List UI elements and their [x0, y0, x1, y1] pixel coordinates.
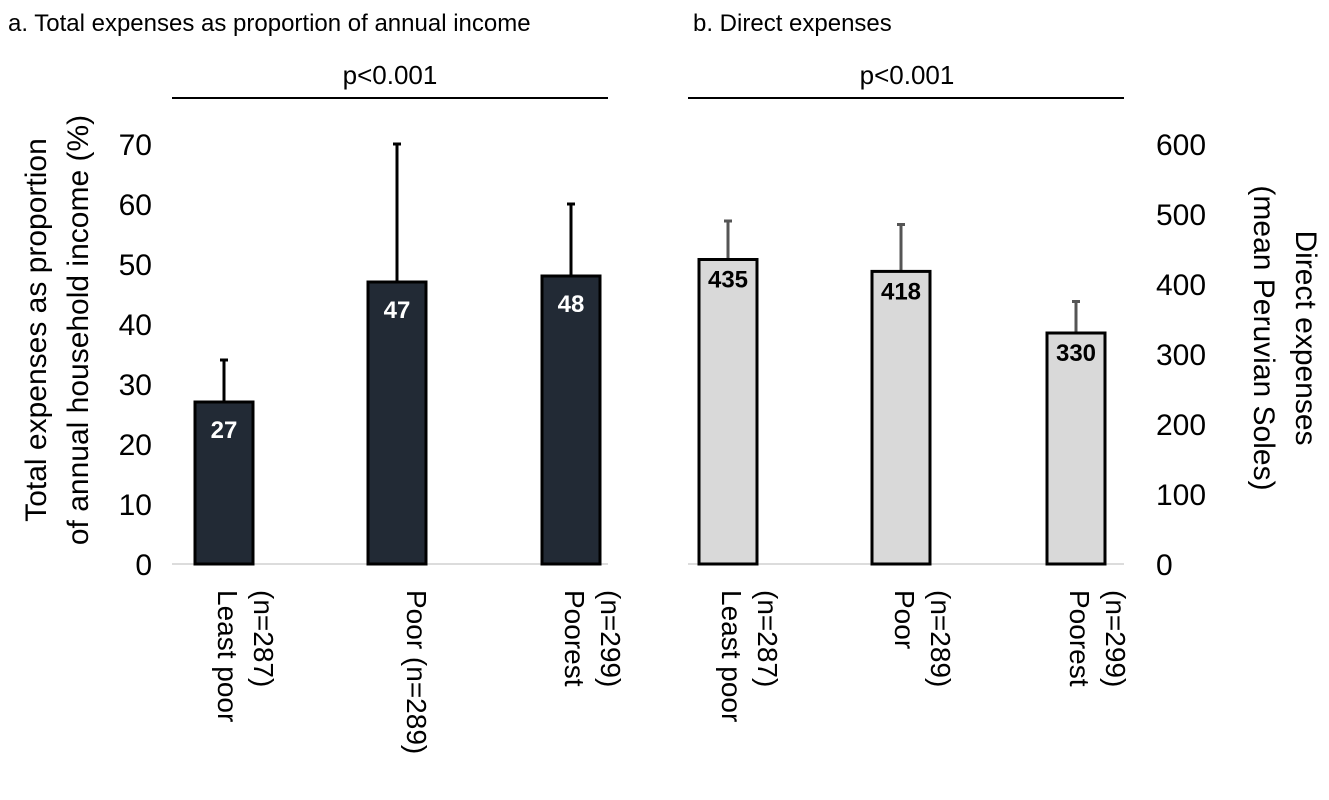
panel-a-ytick-label: 30 [119, 369, 152, 402]
panel-a-category-label-line: (n=299) [595, 590, 626, 687]
panel-a-category-label: Poor (n=289) [401, 590, 432, 754]
panel-a-plot: 0 10 20 30 40 50 60 70 27 Least poor (n=287) 47 Poor… [119, 129, 626, 754]
panel-a-category-label: Poorest (n=299) [559, 590, 626, 687]
panel-b-ytick-label: 300 [1156, 339, 1206, 372]
panel-b-category-label-line: (n=299) [1100, 590, 1131, 687]
panel-b-ytick-label: 0 [1156, 549, 1173, 582]
panel-a-ytick-label: 50 [119, 249, 152, 282]
panel-a-category-label-line: Least poor [212, 590, 243, 722]
panel-a-title: a. Total expenses as proportion of annua… [8, 10, 531, 37]
panel-b-ytick-label: 200 [1156, 409, 1206, 442]
panel-b-category-label-line: Least poor [716, 590, 747, 722]
panel-b-plot: 0 100 200 300 400 500 600 435 Least poor (n=287) 4… [688, 129, 1206, 722]
panel-b-ytick-label: 100 [1156, 479, 1206, 512]
panel-a-bar [366, 280, 428, 566]
panel-a-data-label: 48 [558, 291, 585, 318]
panel-b-category-label: Least poor (n=287) [716, 590, 783, 722]
panel-b-category-label: Poor (n=289) [889, 590, 956, 687]
panel-a-bar [193, 400, 255, 566]
panel-b-bar [870, 269, 932, 566]
panel-a-category-label-line: Poor (n=289) [401, 590, 432, 754]
panel-b-data-label: 435 [708, 267, 748, 294]
panel-a-ytick-label: 0 [135, 549, 152, 582]
panel-a-ytick-label: 70 [119, 129, 152, 162]
panel-b-category-label-line: Poor [889, 590, 920, 649]
panel-a-ytick-label: 10 [119, 489, 152, 522]
panel-b-category-label: Poorest (n=299) [1064, 590, 1131, 687]
panel-b-category-label-line: (n=289) [925, 590, 956, 687]
panel-b-category-label-line: (n=287) [752, 590, 783, 687]
panel-a-data-label: 27 [211, 417, 238, 444]
panel-b-title: b. Direct expenses [693, 10, 892, 37]
panel-a-bar [540, 274, 602, 566]
panel-a-ylabel-line-2: of annual household income (%) [62, 115, 95, 545]
panel-a-category-label: Least poor (n=287) [212, 590, 279, 722]
panel-b-ytick-label: 600 [1156, 129, 1206, 162]
panel-b-category-label-line: Poorest [1064, 590, 1095, 687]
panel-b-bar [697, 258, 759, 566]
panel-a-ytick-label: 60 [119, 189, 152, 222]
panel-b-data-label: 418 [881, 278, 921, 305]
panel-a-category-label-line: (n=287) [248, 590, 279, 687]
panel-b-ytick-label: 500 [1156, 199, 1206, 232]
panel-a-ylabel: Total expenses as proportion of annual h… [20, 115, 95, 545]
panel-b-ytick-label: 400 [1156, 269, 1206, 302]
panel-b-significance: p<0.001 [860, 60, 955, 90]
panel-a-ytick-label: 40 [119, 309, 152, 342]
panel-a-ytick-label: 20 [119, 429, 152, 462]
panel-a-category-label-line: Poorest [559, 590, 590, 687]
panel-a-significance: p<0.001 [343, 60, 438, 90]
panel-a-ylabel-line-1: Total expenses as proportion [20, 138, 53, 522]
panel-b-ylabel-line-1: Direct expenses [1289, 230, 1322, 445]
panel-b-ylabel: Direct expenses (mean Peruvian Soles) [1247, 185, 1322, 490]
panel-b-ylabel-line-2: (mean Peruvian Soles) [1247, 185, 1280, 490]
panel-a-data-label: 47 [384, 297, 411, 324]
panel-b-bar [1045, 331, 1107, 566]
panel-b-data-label: 330 [1056, 340, 1096, 367]
